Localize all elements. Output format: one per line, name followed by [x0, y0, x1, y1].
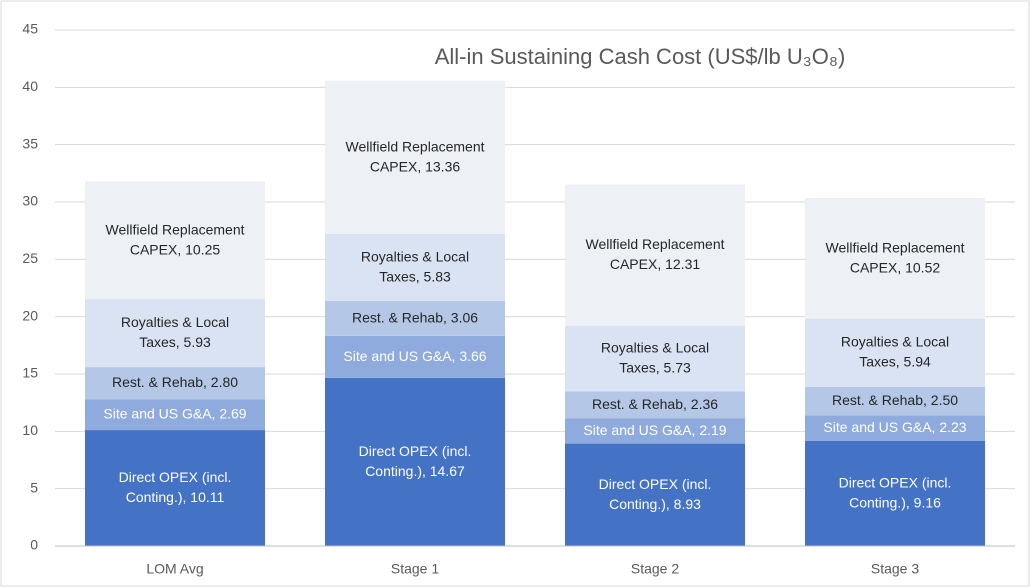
y-tick-label: 5	[30, 479, 38, 495]
y-tick-label: 0	[30, 537, 38, 553]
y-tick-label: 25	[22, 250, 38, 266]
bar-segment	[85, 399, 265, 431]
bar-segment	[565, 391, 745, 419]
data-label: Royalties & Local Taxes, 5.94	[841, 333, 949, 369]
data-label: Direct OPEX (incl. Conting.), 9.16	[839, 474, 952, 510]
data-label: Rest. & Rehab, 2.50	[832, 392, 958, 408]
data-label: Site and US G&A, 2.23	[823, 419, 966, 435]
bar-segment	[565, 418, 745, 444]
data-label: Royalties & Local Taxes, 5.73	[601, 339, 709, 375]
bar-segment	[805, 197, 985, 319]
y-tick-label: 10	[22, 422, 38, 438]
bar-segment	[565, 325, 745, 392]
y-tick-label: 15	[22, 365, 38, 381]
data-label: Direct OPEX (incl. Conting.), 8.93	[599, 476, 712, 512]
data-label: Site and US G&A, 2.19	[583, 422, 726, 438]
data-label: Site and US G&A, 3.66	[343, 348, 486, 364]
bar-segment	[565, 443, 745, 546]
y-tick-label: 45	[22, 21, 38, 37]
bar-segment	[325, 233, 505, 301]
x-tick-label: Stage 3	[871, 561, 919, 577]
data-label: Royalties & Local Taxes, 5.93	[121, 314, 229, 350]
bar-segment	[85, 181, 265, 300]
bar-segment	[325, 377, 505, 546]
bar-segment	[85, 430, 265, 546]
bar-segment	[805, 415, 985, 441]
data-label: Direct OPEX (incl. Conting.), 10.11	[119, 469, 232, 505]
data-label: Wellfield Replacement CAPEX, 13.36	[345, 138, 484, 174]
data-label: Wellfield Replacement CAPEX, 10.52	[825, 239, 964, 275]
x-tick-label: Stage 2	[631, 561, 679, 577]
x-tick-label: Stage 1	[391, 561, 439, 577]
data-label: Direct OPEX (incl. Conting.), 14.67	[359, 443, 472, 479]
data-label: Rest. & Rehab, 2.36	[592, 396, 718, 412]
y-tick-label: 40	[22, 78, 38, 94]
bar-segment	[85, 299, 265, 368]
data-label: Rest. & Rehab, 3.06	[352, 309, 478, 325]
bar-segment	[325, 335, 505, 378]
data-label: Rest. & Rehab, 2.80	[112, 374, 238, 390]
bar-segment	[565, 184, 745, 326]
data-label: Site and US G&A, 2.69	[103, 405, 246, 421]
bar-segment	[805, 440, 985, 546]
bar-segment	[85, 367, 265, 400]
bar-segment	[805, 386, 985, 416]
bar-segment	[325, 80, 505, 234]
data-label: Wellfield Replacement CAPEX, 12.31	[585, 236, 724, 272]
x-tick-label: LOM Avg	[146, 561, 203, 577]
y-tick-label: 20	[22, 307, 38, 323]
y-tick-label: 35	[22, 135, 38, 151]
data-label: Wellfield Replacement CAPEX, 10.25	[105, 221, 244, 257]
y-tick-label: 30	[22, 193, 38, 209]
bar-segment	[325, 300, 505, 336]
bar-segment	[805, 318, 985, 387]
chart-title: All-in Sustaining Cash Cost (US$/lb U₃O₈…	[435, 44, 846, 69]
data-label: Royalties & Local Taxes, 5.83	[361, 248, 469, 284]
